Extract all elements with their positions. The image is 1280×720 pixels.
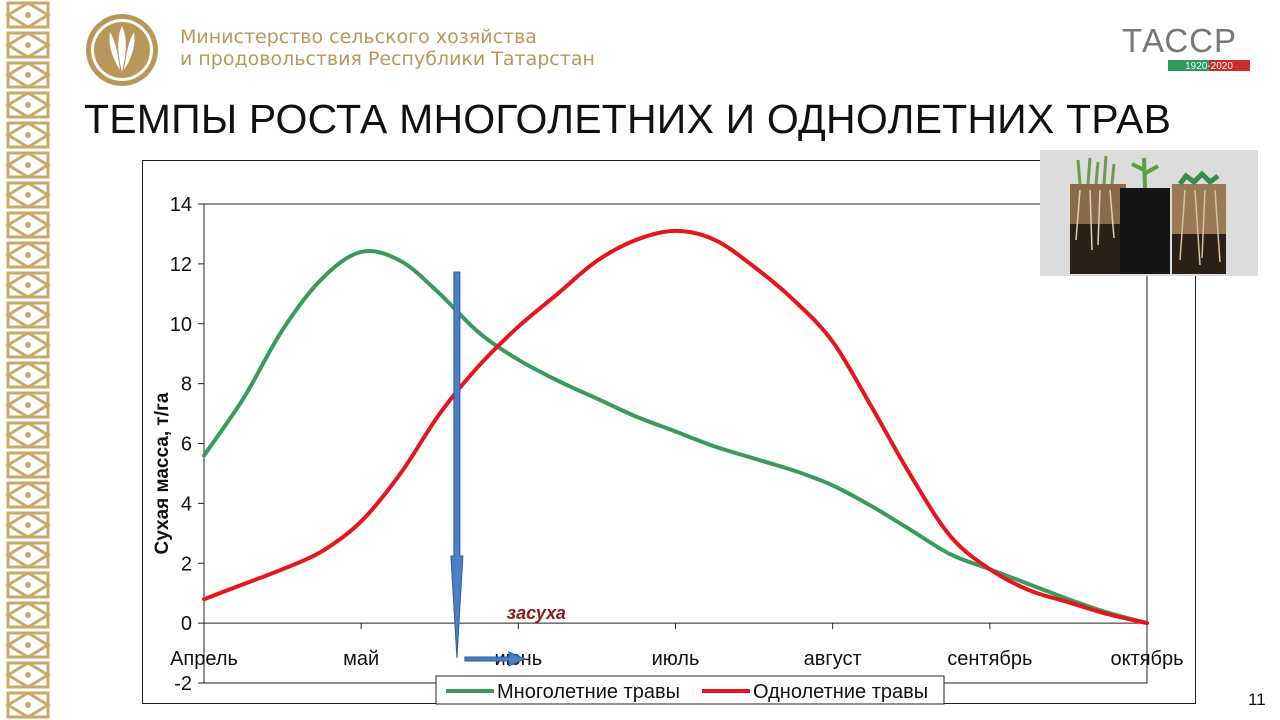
drought-arrow-right: [464, 651, 527, 667]
y-tick-label: -2: [174, 673, 192, 695]
y-tick-label: 2: [181, 553, 192, 575]
drought-arrow-down: [450, 271, 464, 659]
y-tick-label: 10: [170, 314, 192, 336]
y-tick-label: 6: [181, 434, 192, 456]
brand-years: 1920-2020: [1185, 61, 1233, 72]
ministry-line-2: и продовольствия Республики Татарстан: [180, 48, 595, 70]
chart-axes: -202468101214Апрельмайиюньиюльавгустсент…: [152, 194, 1184, 695]
y-axis-label: Сухая масса, т/га: [152, 392, 173, 554]
slide-number: 11: [1248, 690, 1266, 709]
legend-label-perennial: Многолетние травы: [497, 681, 680, 703]
legend-box: [435, 675, 945, 705]
series-perennial-line: [202, 249, 1149, 626]
x-tick-label: сентябрь: [947, 648, 1032, 670]
y-tick-label: 14: [170, 194, 192, 216]
chart-overlay: засуха Многолетние травы Однолетние травы: [435, 271, 945, 705]
page-title: ТЕМПЫ РОСТА МНОГОЛЕТНИХ И ОДНОЛЕТНИХ ТРА…: [84, 96, 1172, 142]
ornament-border: [0, 0, 58, 720]
series-annual-line: [202, 228, 1149, 626]
legend-label-annual: Однолетние травы: [753, 681, 928, 703]
x-tick-label: май: [343, 648, 379, 670]
x-tick-label: август: [804, 648, 862, 670]
ministry-emblem-icon: [86, 14, 158, 86]
y-tick-label: 4: [181, 493, 192, 515]
x-tick-label: Апрель: [170, 648, 238, 670]
tassr-logo: ТАССР 1920-2020: [1122, 22, 1250, 72]
x-tick-label: октябрь: [1110, 648, 1183, 670]
grass-roots-photo: [1040, 150, 1258, 276]
chart-legend: Многолетние травы Однолетние травы: [435, 675, 945, 705]
drought-label: засуха: [507, 603, 566, 623]
y-tick-label: 12: [170, 254, 192, 276]
brand-text: ТАССР: [1122, 22, 1237, 59]
chart-series: [202, 228, 1149, 626]
y-tick-label: 8: [181, 374, 192, 396]
y-tick-label: 0: [181, 613, 192, 635]
ministry-line-1: Министерство сельского хозяйства: [180, 26, 537, 48]
x-tick-label: июль: [652, 648, 700, 670]
ministry-name: Министерство сельского хозяйства и продо…: [180, 26, 595, 70]
plot-area: [203, 203, 1148, 684]
